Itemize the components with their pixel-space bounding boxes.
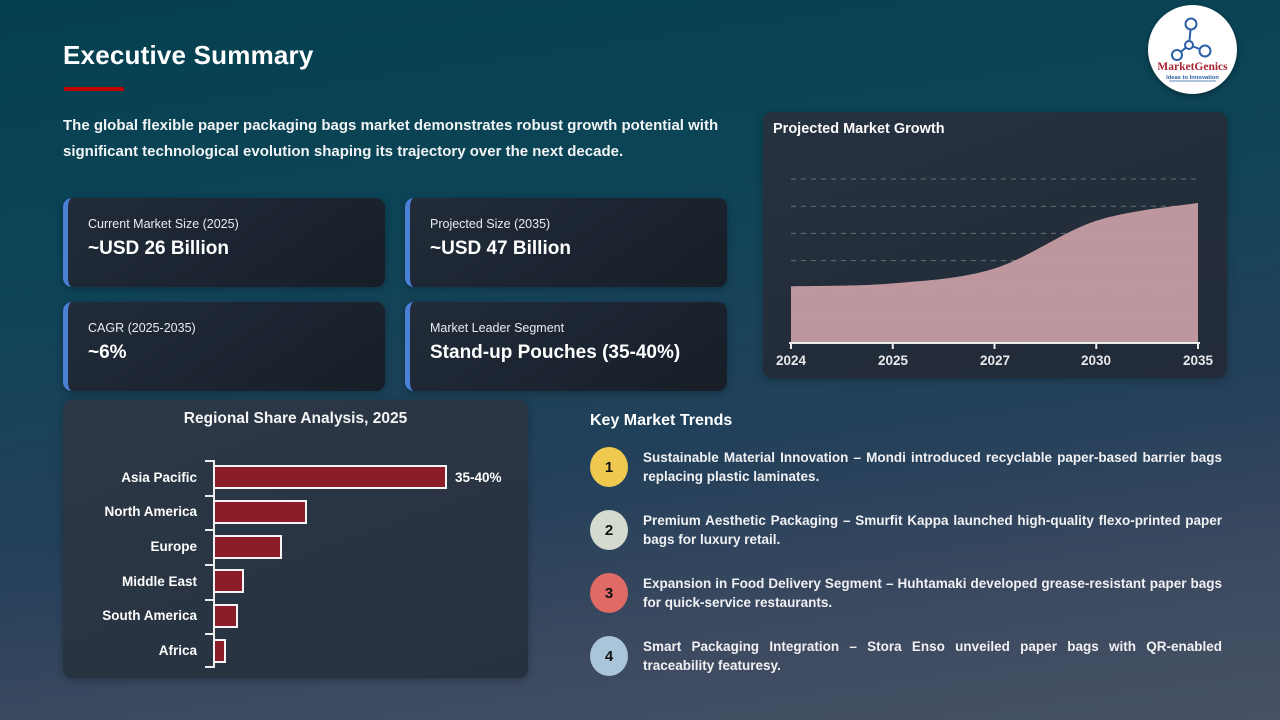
stat-card-projected-size: Projected Size (2035) ~USD 47 Billion xyxy=(405,198,727,287)
trend-text: Smart Packaging Integration – Stora Enso… xyxy=(643,639,1222,673)
bar-row: North America xyxy=(71,495,521,530)
bar-category-label: Asia Pacific xyxy=(121,469,197,485)
logo-graphic: MarketGenics Ideas to Innovation xyxy=(1157,17,1228,82)
stat-value: ~USD 26 Billion xyxy=(88,238,229,259)
molecule-icon xyxy=(1171,17,1212,61)
stat-card-market-leader: Market Leader Segment Stand-up Pouches (… xyxy=(405,302,727,391)
growth-chart-panel: Projected Market Growth 2024 2025 2027 2… xyxy=(763,112,1227,378)
stat-value: ~6% xyxy=(88,342,127,363)
page-title: Executive Summary xyxy=(63,40,314,70)
bar-axis-tick xyxy=(205,633,213,636)
growth-chart-title: Projected Market Growth xyxy=(773,121,945,137)
bar-north-america xyxy=(213,499,307,524)
bar-category-label: Africa xyxy=(158,643,197,659)
bar-category-label: Europe xyxy=(150,539,197,555)
bar-axis-tick xyxy=(205,598,213,601)
x-axis-label: 2030 xyxy=(1081,353,1111,368)
x-axis-label: 2025 xyxy=(878,353,909,368)
bar-category-label: South America xyxy=(102,608,197,624)
bar-axis-tick xyxy=(205,563,213,566)
bar-chart-axis-line xyxy=(205,460,215,668)
bar-chart: Asia Pacific 35-40% North America Europe… xyxy=(71,460,521,668)
stat-value: ~USD 47 Billion xyxy=(430,238,571,259)
bar-axis-tick xyxy=(205,665,213,668)
bar-row: Europe xyxy=(71,529,521,564)
trend-item: 3 Expansion in Food Delivery Segment – H… xyxy=(590,573,1222,613)
bar-category-label: Middle East xyxy=(121,573,197,589)
bar-axis-tick xyxy=(205,529,213,532)
area-series xyxy=(791,202,1198,343)
x-axis-label: 2027 xyxy=(980,353,1010,368)
trend-item: 4 Smart Packaging Integration – Stora En… xyxy=(590,636,1222,676)
bar-row: Asia Pacific 35-40% xyxy=(71,460,521,495)
bar-axis-tick xyxy=(205,460,213,462)
x-axis xyxy=(789,342,1200,349)
trend-number-badge: 4 xyxy=(590,636,628,676)
bar-row: South America xyxy=(71,599,521,634)
trend-text: Premium Aesthetic Packaging – Smurfit Ka… xyxy=(643,513,1222,547)
stat-label: Current Market Size (2025) xyxy=(88,217,239,231)
bar-row: Middle East xyxy=(71,564,521,599)
logo-name: MarketGenics xyxy=(1157,61,1228,73)
trend-item: 1 Sustainable Material Innovation – Mond… xyxy=(590,447,1222,487)
bar-middle-east xyxy=(213,569,245,594)
bar-value-label: 35-40% xyxy=(455,469,502,485)
stats-grid: Current Market Size (2025) ~USD 26 Billi… xyxy=(63,198,727,391)
bar-europe xyxy=(213,534,282,559)
stat-label: Market Leader Segment xyxy=(430,321,565,335)
trend-item: 2 Premium Aesthetic Packaging – Smurfit … xyxy=(590,510,1222,550)
regional-chart-title: Regional Share Analysis, 2025 xyxy=(183,410,408,427)
title-underline xyxy=(64,87,124,91)
trend-text: Expansion in Food Delivery Segment – Huh… xyxy=(643,576,1222,610)
trend-number-badge: 1 xyxy=(590,447,628,487)
x-axis-label: 2035 xyxy=(1183,353,1214,368)
bar-africa xyxy=(213,638,226,663)
trend-number-badge: 2 xyxy=(590,510,628,550)
stat-card-cagr: CAGR (2025-2035) ~6% xyxy=(63,302,385,391)
bar-category-label: North America xyxy=(104,504,197,520)
bar-asia-pacific xyxy=(213,465,447,490)
trend-number-badge: 3 xyxy=(590,573,628,613)
bar-row: Africa xyxy=(71,633,521,668)
stat-label: Projected Size (2035) xyxy=(430,217,551,231)
stat-card-current-market-size: Current Market Size (2025) ~USD 26 Billi… xyxy=(63,198,385,287)
bar-axis-tick xyxy=(205,494,213,497)
x-axis-label: 2024 xyxy=(776,353,807,368)
regional-chart-panel: Regional Share Analysis, 2025 Asia Pacif… xyxy=(63,400,528,678)
marketgenics-logo: MarketGenics Ideas to Innovation xyxy=(1148,5,1237,94)
logo-tagline: Ideas to Innovation xyxy=(1166,75,1219,81)
key-market-trends: Key Market Trends 1 Sustainable Material… xyxy=(590,412,1222,676)
growth-area-chart: 2024 2025 2027 2030 2035 xyxy=(776,178,1214,368)
trends-heading: Key Market Trends xyxy=(590,412,733,429)
bar-south-america xyxy=(213,603,238,628)
stat-value: Stand-up Pouches (35-40%) xyxy=(430,342,681,363)
stat-label: CAGR (2025-2035) xyxy=(88,321,196,335)
intro-text: The global flexible paper packaging bags… xyxy=(63,117,719,160)
trend-text: Sustainable Material Innovation – Mondi … xyxy=(643,450,1222,484)
